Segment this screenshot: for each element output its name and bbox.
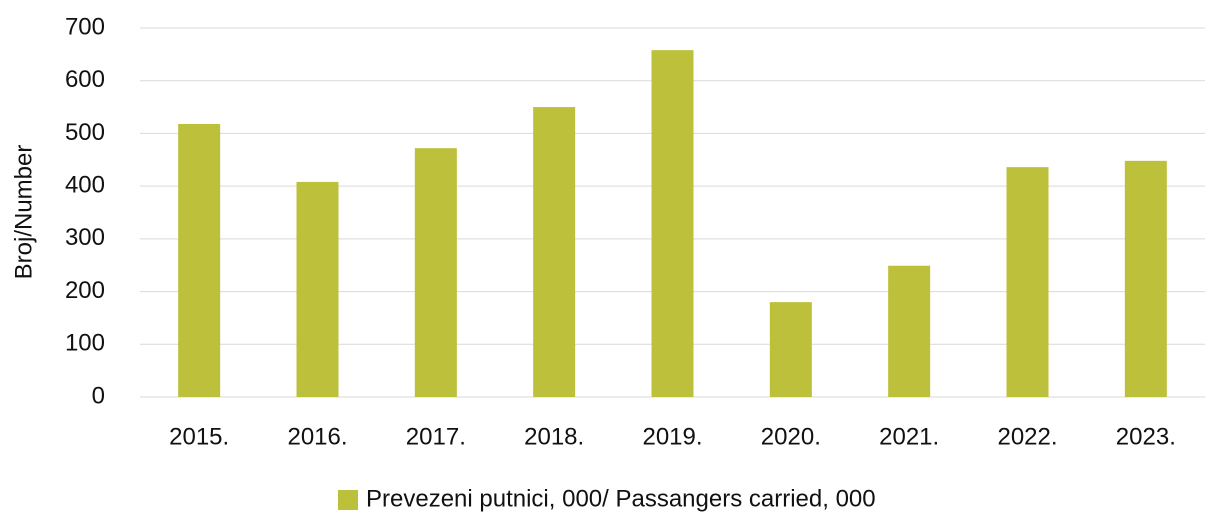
y-tick-label: 300	[65, 224, 105, 251]
legend-swatch	[338, 490, 358, 510]
x-tick-label: 2020.	[761, 423, 821, 450]
y-tick-label: 200	[65, 277, 105, 304]
bar	[533, 107, 576, 398]
y-tick-label: 100	[65, 330, 105, 357]
bar	[1006, 167, 1049, 397]
y-tick-label: 700	[65, 13, 105, 40]
y-tick-label: 500	[65, 119, 105, 146]
bar	[888, 265, 931, 397]
y-tick-label: 600	[65, 66, 105, 93]
bar	[296, 181, 339, 397]
bar	[651, 50, 694, 397]
y-tick-label: 400	[65, 171, 105, 198]
bar	[769, 302, 812, 397]
y-tick-label: 0	[92, 382, 105, 409]
x-tick-label: 2017.	[406, 423, 466, 450]
x-tick-label: 2018.	[524, 423, 584, 450]
bar	[414, 148, 457, 397]
x-tick-label: 2021.	[879, 423, 939, 450]
x-tick-label: 2023.	[1116, 423, 1176, 450]
bar	[178, 123, 221, 397]
x-tick-label: 2019.	[642, 423, 702, 450]
y-axis-label: Broj/Number	[10, 145, 37, 280]
x-tick-label: 2022.	[997, 423, 1057, 450]
legend-label: Prevezeni putnici, 000/ Passangers carri…	[366, 485, 876, 512]
x-tick-label: 2016.	[287, 423, 347, 450]
bar	[1124, 160, 1167, 397]
x-tick-label: 2015.	[169, 423, 229, 450]
